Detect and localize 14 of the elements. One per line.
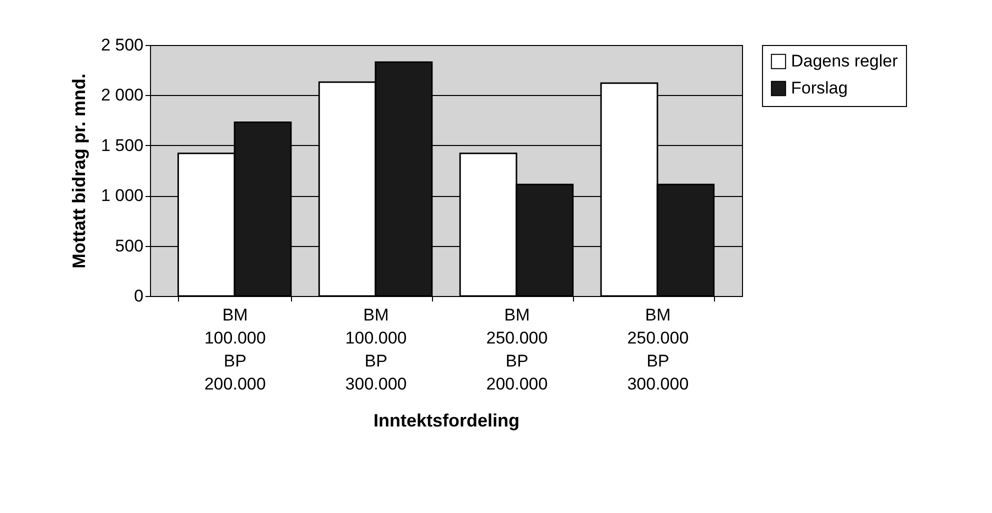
y-tick-label: 2 500 <box>100 36 144 54</box>
x-axis-title: Inntektsfordeling <box>373 410 520 430</box>
legend-label: Forslag <box>791 78 848 98</box>
y-tick-label: 1 000 <box>100 186 144 206</box>
y-tick-label: 1 500 <box>100 136 144 155</box>
x-tick-label: BM 250.000 BP 300.000 <box>627 306 689 394</box>
y-tick-label: 500 <box>115 236 144 256</box>
legend-label: Dagens regler <box>791 52 898 70</box>
y-axis-title: Mottatt bidrag pr. mnd. <box>68 74 89 268</box>
y-tick-label: 2 000 <box>100 86 144 105</box>
x-tick-label: BM 100.000 BP 300.000 <box>345 306 407 394</box>
x-tick-label: BM 100.000 BP 200.000 <box>204 306 266 394</box>
y-tick-label: 0 <box>134 286 144 306</box>
x-tick-label: BM 250.000 BP 200.000 <box>486 306 548 394</box>
